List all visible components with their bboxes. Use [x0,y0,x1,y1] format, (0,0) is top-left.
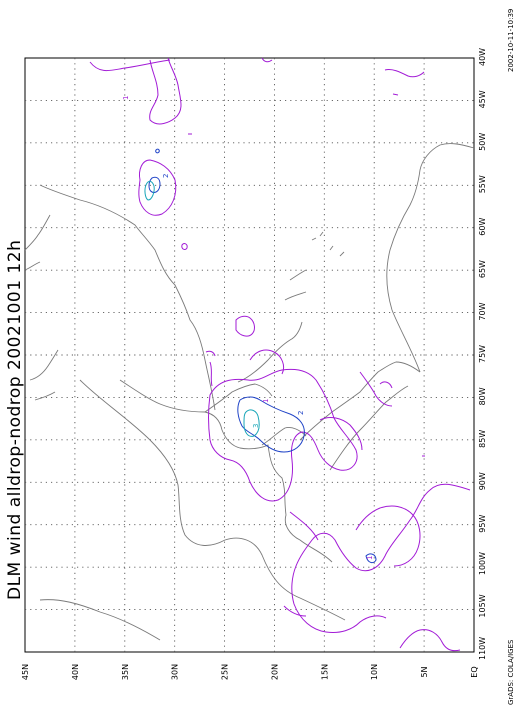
map-plot-area: 1 1 1 2 2 3 110W 105W 100W 95W 90W 85W 80W 75W 7… [21,48,487,680]
coastline-central-america [299,361,421,441]
contour-1-70w [235,315,255,337]
contour-1-ring-55w [138,159,177,216]
contour-1-ne-dot [392,93,399,96]
lat-tick-label: 10N [370,664,379,680]
lon-tick-label: 75W [478,345,487,363]
lon-tick-label: 105W [478,594,487,617]
contour-label-3: 3 [252,424,260,428]
contour-2-hurricane [237,396,305,453]
coastline-florida [204,383,273,413]
coastline-central-america-pacific [329,385,409,471]
coastline-lesser-antilles [311,231,345,257]
contour-label-2: 2 [297,411,305,415]
lat-tick-label: 30N [171,664,180,680]
credit-right: 2002-10-11-10:39 [507,9,515,72]
contour-2-dot [155,148,160,154]
contours [89,57,471,652]
contour-label-1: 1 [262,399,270,403]
lat-tick-label: 40N [71,664,80,680]
lon-tick-label: 50W [478,133,487,151]
contour-1-atlantic-north-2 [261,57,273,63]
graticule [25,58,474,652]
contour-label-1: 1 [122,96,130,100]
lon-tick-labels: 110W 105W 100W 95W 90W 85W 80W 75W 70W 65W 60W 55W 5… [478,48,487,660]
contour-1-hurricane-inner [249,349,285,375]
lon-tick-label: 110W [478,637,487,660]
coastline-yucatan [261,427,307,446]
map-title: DLM wind alldrop-nodrop 20021001 12h [5,240,25,600]
lon-tick-label: 70W [478,302,487,320]
coastline-cuba [237,321,303,383]
lat-tick-label: 15N [320,664,329,680]
lon-tick-label: 40W [478,48,487,66]
contour-1-gulf-south [289,511,319,541]
contour-labels: 1 1 1 2 2 3 [122,96,374,560]
contour-1-bermuda [149,57,182,125]
coastline-hispaniola [284,269,307,301]
contour-1-pacific-left [283,605,307,617]
contour-3-atlantic [144,180,155,201]
contour-1-cuba-area [319,417,363,451]
lon-tick-label: 80W [478,387,487,405]
credit-left: GrADS: COLA/IGES [507,639,515,705]
contour-1-carib-small [379,381,393,389]
lon-tick-label: 60W [478,218,487,236]
contour-2-atlantic [148,176,161,193]
lat-tick-label: 20N [270,664,279,680]
contour-2-pacific [365,553,377,564]
contour-3-hurricane [243,409,260,437]
coastlines [24,143,475,641]
contour-1-carib [359,371,393,407]
coastline-canada [24,214,51,271]
contour-1-75w [209,361,213,387]
lon-tick-label: 85W [478,430,487,448]
lat-tick-label: 5N [420,666,429,677]
coastline-great-lakes [29,349,59,401]
contour-1-73w [205,350,216,357]
lon-tick-label: 95W [478,515,487,533]
contour-1-hurricane [208,368,358,502]
lon-tick-label: 90W [478,472,487,490]
coastline-gulf [119,379,333,563]
contour-1-ne [384,69,425,78]
lon-tick-label: 55W [478,175,487,193]
lat-tick-label: 35N [121,664,130,680]
lon-tick-label: 65W [478,260,487,278]
lat-tick-labels: EQ 5N 10N 15N 20N 25N 30N 35N 40N 45N [21,664,479,680]
lon-tick-label: 45W [478,90,487,108]
contour-label-1: 1 [366,556,374,560]
contour-1-small-60w [181,243,188,250]
coastline-baja [39,599,161,641]
contour-1-atlantic-north [89,59,171,72]
lat-tick-label: 25N [221,664,230,680]
contour-label-2: 2 [162,174,170,178]
coastline-us-east [39,184,216,411]
lat-tick-label: EQ [470,666,479,677]
contour-1-pacific-2 [355,505,421,567]
coastline-south-america [386,143,475,373]
lon-tick-label: 100W [478,552,487,575]
contour-1-pacific [291,483,471,633]
contour-1-pacific-3 [399,629,461,652]
lat-tick-label: 45N [21,664,30,680]
coastline-mexico-west [79,379,346,621]
